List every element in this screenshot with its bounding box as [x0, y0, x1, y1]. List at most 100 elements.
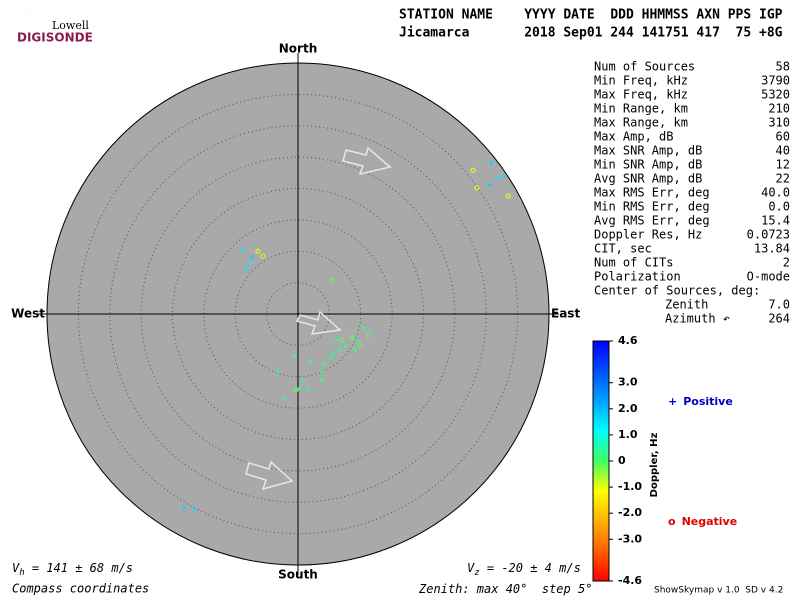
stat-label: Doppler Res, Hz	[594, 228, 702, 242]
stat-section: Center of Sources, deg:	[594, 284, 760, 298]
stat-value: 13.84	[754, 242, 790, 256]
source-positive	[360, 325, 366, 331]
legend-marker: o	[668, 515, 676, 528]
drift-arrow	[245, 460, 294, 491]
source-positive	[247, 261, 253, 267]
colorbar-tick-label: -4.6	[618, 574, 642, 587]
source-negative	[293, 387, 299, 393]
source-positive	[494, 174, 500, 180]
source-positive	[321, 361, 327, 367]
coords-label: Compass coordinates	[12, 582, 149, 596]
stat-label: Min SNR Amp, dB	[594, 158, 702, 172]
degree: °	[585, 582, 592, 596]
stat-label: Max Amp, dB	[594, 130, 673, 144]
source-positive	[291, 353, 297, 359]
stat-value: 58	[776, 60, 790, 74]
source-positive	[249, 254, 255, 260]
dir-label: East	[551, 307, 580, 321]
stat-value: 0.0723	[747, 228, 790, 242]
dir-label: North	[279, 42, 317, 56]
step-prefix: step	[527, 582, 578, 596]
logo-bottom: DIGISONDE	[17, 31, 93, 45]
source-positive	[319, 377, 325, 383]
stat-value: 0.0	[768, 200, 790, 214]
zenith-label: Zenith: max 40° step 5°	[418, 582, 592, 596]
stat-value: 2	[783, 256, 790, 270]
stat-label: CIT, sec	[594, 242, 652, 256]
colorbar-tick-label: 1.0	[618, 428, 638, 441]
source-negative	[365, 332, 371, 338]
source-positive	[352, 347, 358, 353]
source-positive	[274, 369, 280, 375]
colorbar-tick-label: 3.0	[618, 376, 638, 389]
colorbar-tick-label: -3.0	[618, 532, 642, 545]
stat-label: Max Range, km	[594, 116, 688, 130]
zenith-max: 40	[506, 582, 520, 596]
v-symbol: V	[467, 561, 475, 575]
stat-value: 210	[768, 102, 790, 116]
source-negative	[474, 185, 480, 191]
source-negative	[357, 342, 363, 348]
colorbar-tick-label: 4.6	[618, 334, 638, 347]
vz-text: = -20 ± 4 m/s	[480, 561, 581, 575]
source-positive	[305, 386, 311, 392]
source-negative	[328, 278, 334, 284]
stat-label: Max Freq, kHz	[594, 88, 688, 102]
logo-top: Lowell	[52, 19, 89, 32]
source-positive	[181, 504, 187, 510]
colorbar-tick-label: -1.0	[618, 480, 642, 493]
stat-label: Azimuth ↶	[665, 312, 730, 326]
legend-entry: + Positive	[668, 395, 733, 408]
vz-label: Vz = -20 ± 4 m/s	[467, 561, 581, 578]
header-values: Jicamarca 2018 Sep01 244 141751 417 75 +…	[399, 26, 783, 41]
source-positive	[330, 351, 336, 357]
drift-arrows	[245, 146, 392, 491]
subscript: z	[474, 568, 479, 578]
source-positive	[333, 337, 339, 343]
source-positive	[300, 378, 306, 384]
stat-value: 3790	[761, 74, 790, 88]
stat-value: 22	[776, 172, 790, 186]
stat-label: Max RMS Err, deg	[594, 186, 710, 200]
degree: °	[520, 582, 527, 596]
source-negative	[260, 253, 266, 259]
stat-label: Avg RMS Err, deg	[594, 214, 710, 228]
legend-name: Positive	[683, 395, 733, 408]
legend-marker: +	[668, 395, 677, 408]
stat-value: 310	[768, 116, 790, 130]
stat-label: Min Range, km	[594, 102, 688, 116]
source-negative	[349, 335, 355, 341]
stat-label: Min Freq, kHz	[594, 74, 688, 88]
source-positive	[343, 343, 349, 349]
stat-value: 60	[776, 130, 790, 144]
source-positive	[190, 506, 196, 512]
source-positive	[327, 355, 333, 361]
colorbar-tick-label: 2.0	[618, 402, 638, 415]
stats-table: Num of Sources 58 Min Freq, kHz 3790 Max Fre…	[594, 60, 790, 326]
source-positive	[297, 385, 303, 391]
stat-label: Min RMS Err, deg	[594, 200, 710, 214]
legend-name: Negative	[682, 515, 738, 528]
version: ShowSkymap v 1.0 SD v 4.2	[654, 586, 783, 596]
colorbar-label: Doppler, Hz	[649, 433, 660, 498]
drift-arrow	[342, 146, 392, 176]
zenith-step: 5	[578, 582, 585, 596]
stat-value: 264	[768, 312, 790, 326]
stat-value: O-mode	[747, 270, 790, 284]
source-positive	[488, 160, 494, 166]
colorbar: 4.6 3.0 2.0 1.0 0 -1.0 -2.0 -3.0 -4.6 Doppler, Hz	[592, 334, 660, 587]
colorbar-tick-label: -2.0	[618, 506, 642, 519]
vh-label: Vh = 141 ± 68 m/s	[12, 561, 133, 578]
v-symbol: V	[12, 561, 20, 575]
colorbar-scale	[592, 340, 610, 582]
stat-label: Polarization	[594, 270, 681, 284]
stat-label: Avg SNR Amp, dB	[594, 172, 702, 186]
dir-label: South	[278, 568, 318, 582]
stat-label: Num of CITs	[594, 256, 673, 270]
zenith-prefix: Zenith: max	[418, 582, 506, 596]
source-negative	[339, 337, 345, 343]
stat-value: 40	[776, 144, 790, 158]
source-positive	[501, 173, 507, 179]
source-positive	[337, 347, 343, 353]
